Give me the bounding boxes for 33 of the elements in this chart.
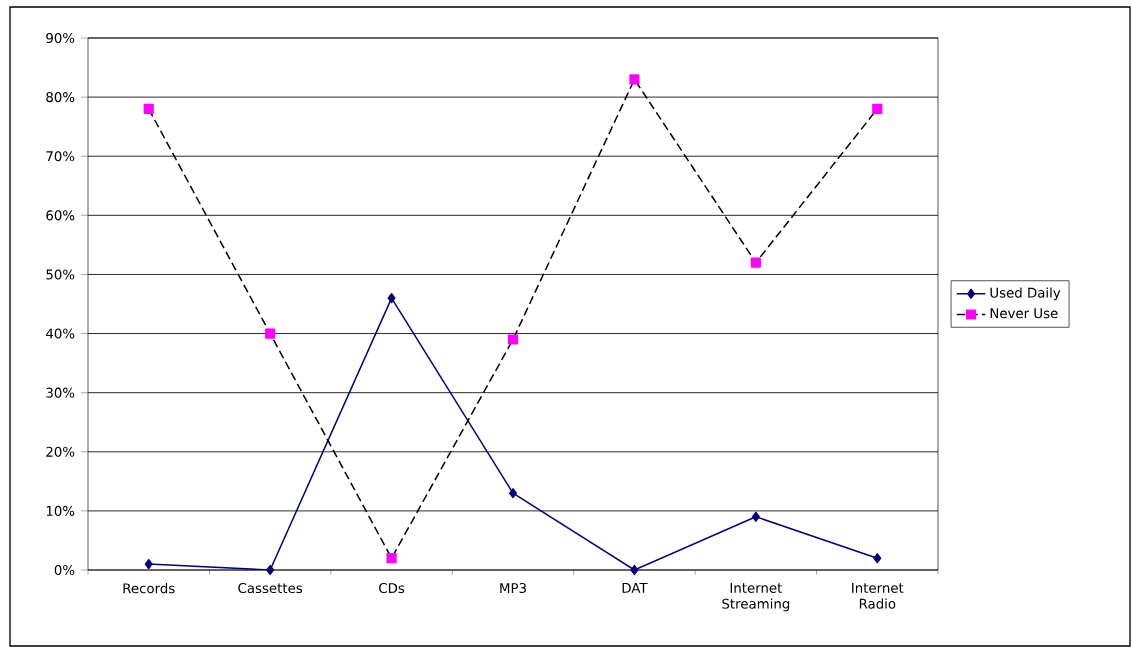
- point: [750, 257, 761, 268]
- point: [143, 103, 154, 115]
- point: [266, 564, 275, 576]
- point: [629, 74, 640, 85]
- x-tick-label: Records: [123, 583, 175, 594]
- point: [873, 553, 882, 564]
- point: [265, 328, 276, 339]
- x-tick-label: CDs: [379, 582, 405, 594]
- point: [509, 488, 517, 499]
- point: [507, 334, 519, 345]
- point: [630, 564, 639, 576]
- x-tick-label: MP3: [500, 582, 526, 594]
- y-tick-label: 10%: [46, 505, 75, 516]
- y-tick-label: 70%: [46, 151, 75, 162]
- y-tick-label: 80%: [46, 92, 75, 103]
- x-tick-label: Internet Radio: [852, 583, 904, 609]
- x-tick-label: Cassettes: [238, 582, 303, 594]
- point: [386, 553, 397, 564]
- y-tick-label: 90%: [46, 32, 75, 44]
- point: [144, 559, 153, 570]
- point: [872, 103, 883, 115]
- point: [387, 293, 396, 304]
- y-tick-label: 40%: [46, 328, 75, 339]
- x-tick-label: Internet Streaming: [722, 583, 790, 612]
- legend-label: Never Use: [990, 308, 1058, 319]
- y-tick-label: 0%: [54, 564, 75, 576]
- y-tick-label: 60%: [46, 210, 75, 221]
- x-tick-label: DAT: [622, 583, 648, 593]
- point: [751, 511, 760, 522]
- y-tick-label: 30%: [46, 387, 75, 398]
- y-tick-label: 20%: [46, 446, 75, 457]
- y-tick-label: 50%: [46, 269, 75, 280]
- legend-label: Used Daily: [990, 287, 1061, 301]
